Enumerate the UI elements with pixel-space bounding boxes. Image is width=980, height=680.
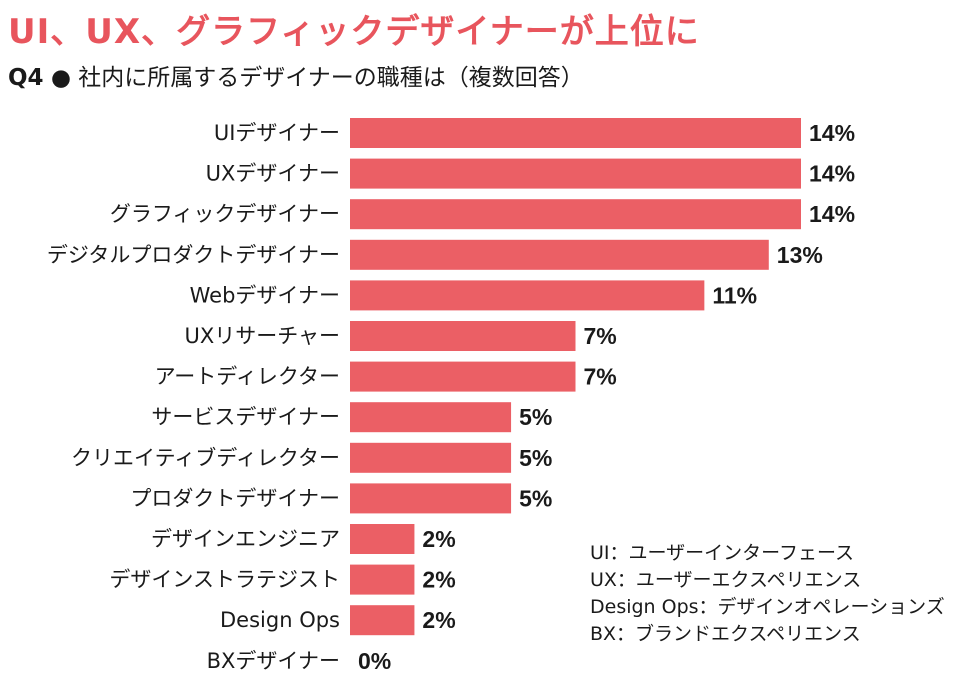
bar xyxy=(350,483,512,514)
value-label: 5% xyxy=(519,445,552,471)
question-line: Q4 ● 社内に所属するデザイナーの職種は（複数回答） xyxy=(8,58,584,92)
bar xyxy=(350,239,769,270)
category-label: デザインエンジニア xyxy=(151,527,340,551)
value-label: 7% xyxy=(584,323,617,349)
category-label: UIデザイナー xyxy=(214,121,340,145)
value-label: 0% xyxy=(358,648,391,674)
category-label: BXデザイナー xyxy=(207,649,340,673)
value-label: 2% xyxy=(422,607,455,633)
bar xyxy=(350,361,576,392)
value-label: 2% xyxy=(422,526,455,552)
category-label: アートディレクター xyxy=(155,365,340,389)
category-label: Webデザイナー xyxy=(190,283,340,307)
bar xyxy=(350,402,512,433)
bar xyxy=(350,199,801,230)
category-label: UXデザイナー xyxy=(206,162,340,186)
value-label: 13% xyxy=(777,242,823,268)
value-label: 2% xyxy=(422,567,455,593)
value-label: 5% xyxy=(519,404,552,430)
value-label: 11% xyxy=(712,282,757,308)
bar xyxy=(350,605,415,636)
value-label: 5% xyxy=(519,485,552,511)
abbreviation-notes: UI：ユーザーインターフェース UX：ユーザーエクスペリエンス Design O… xyxy=(590,540,945,648)
value-label: 7% xyxy=(584,364,617,390)
value-label: 14% xyxy=(809,120,855,146)
category-label: デザインストラテジスト xyxy=(109,568,340,592)
bullet-icon: ● xyxy=(50,65,71,91)
question-number: Q4 xyxy=(8,65,44,91)
category-label: クリエイティブディレクター xyxy=(71,446,340,470)
bar xyxy=(350,280,705,311)
category-label: UXリサーチャー xyxy=(184,324,340,348)
category-label: デジタルプロダクトデザイナー xyxy=(47,243,340,267)
bar xyxy=(350,442,512,473)
bar xyxy=(350,564,415,595)
category-label: Design Ops xyxy=(220,608,340,632)
category-label: プロダクトデザイナー xyxy=(130,486,340,510)
note-ux: UX：ユーザーエクスペリエンス xyxy=(590,569,862,591)
bar xyxy=(350,118,801,148)
bar xyxy=(350,158,801,189)
chart-title: UI、UX、グラフィックデザイナーが上位に xyxy=(8,12,700,52)
bar xyxy=(350,524,415,554)
question-text: 社内に所属するデザイナーの職種は（複数回答） xyxy=(78,65,584,91)
category-label: グラフィックデザイナー xyxy=(110,202,340,226)
note-bx: BX：ブランドエクスペリエンス xyxy=(590,623,861,645)
note-design-ops: Design Ops：デザインオペレーションズ xyxy=(590,596,945,618)
bar xyxy=(350,321,576,351)
value-label: 14% xyxy=(809,201,855,227)
value-label: 14% xyxy=(809,161,855,187)
category-label: サービスデザイナー xyxy=(151,405,340,429)
note-ui: UI：ユーザーインターフェース xyxy=(590,542,855,564)
